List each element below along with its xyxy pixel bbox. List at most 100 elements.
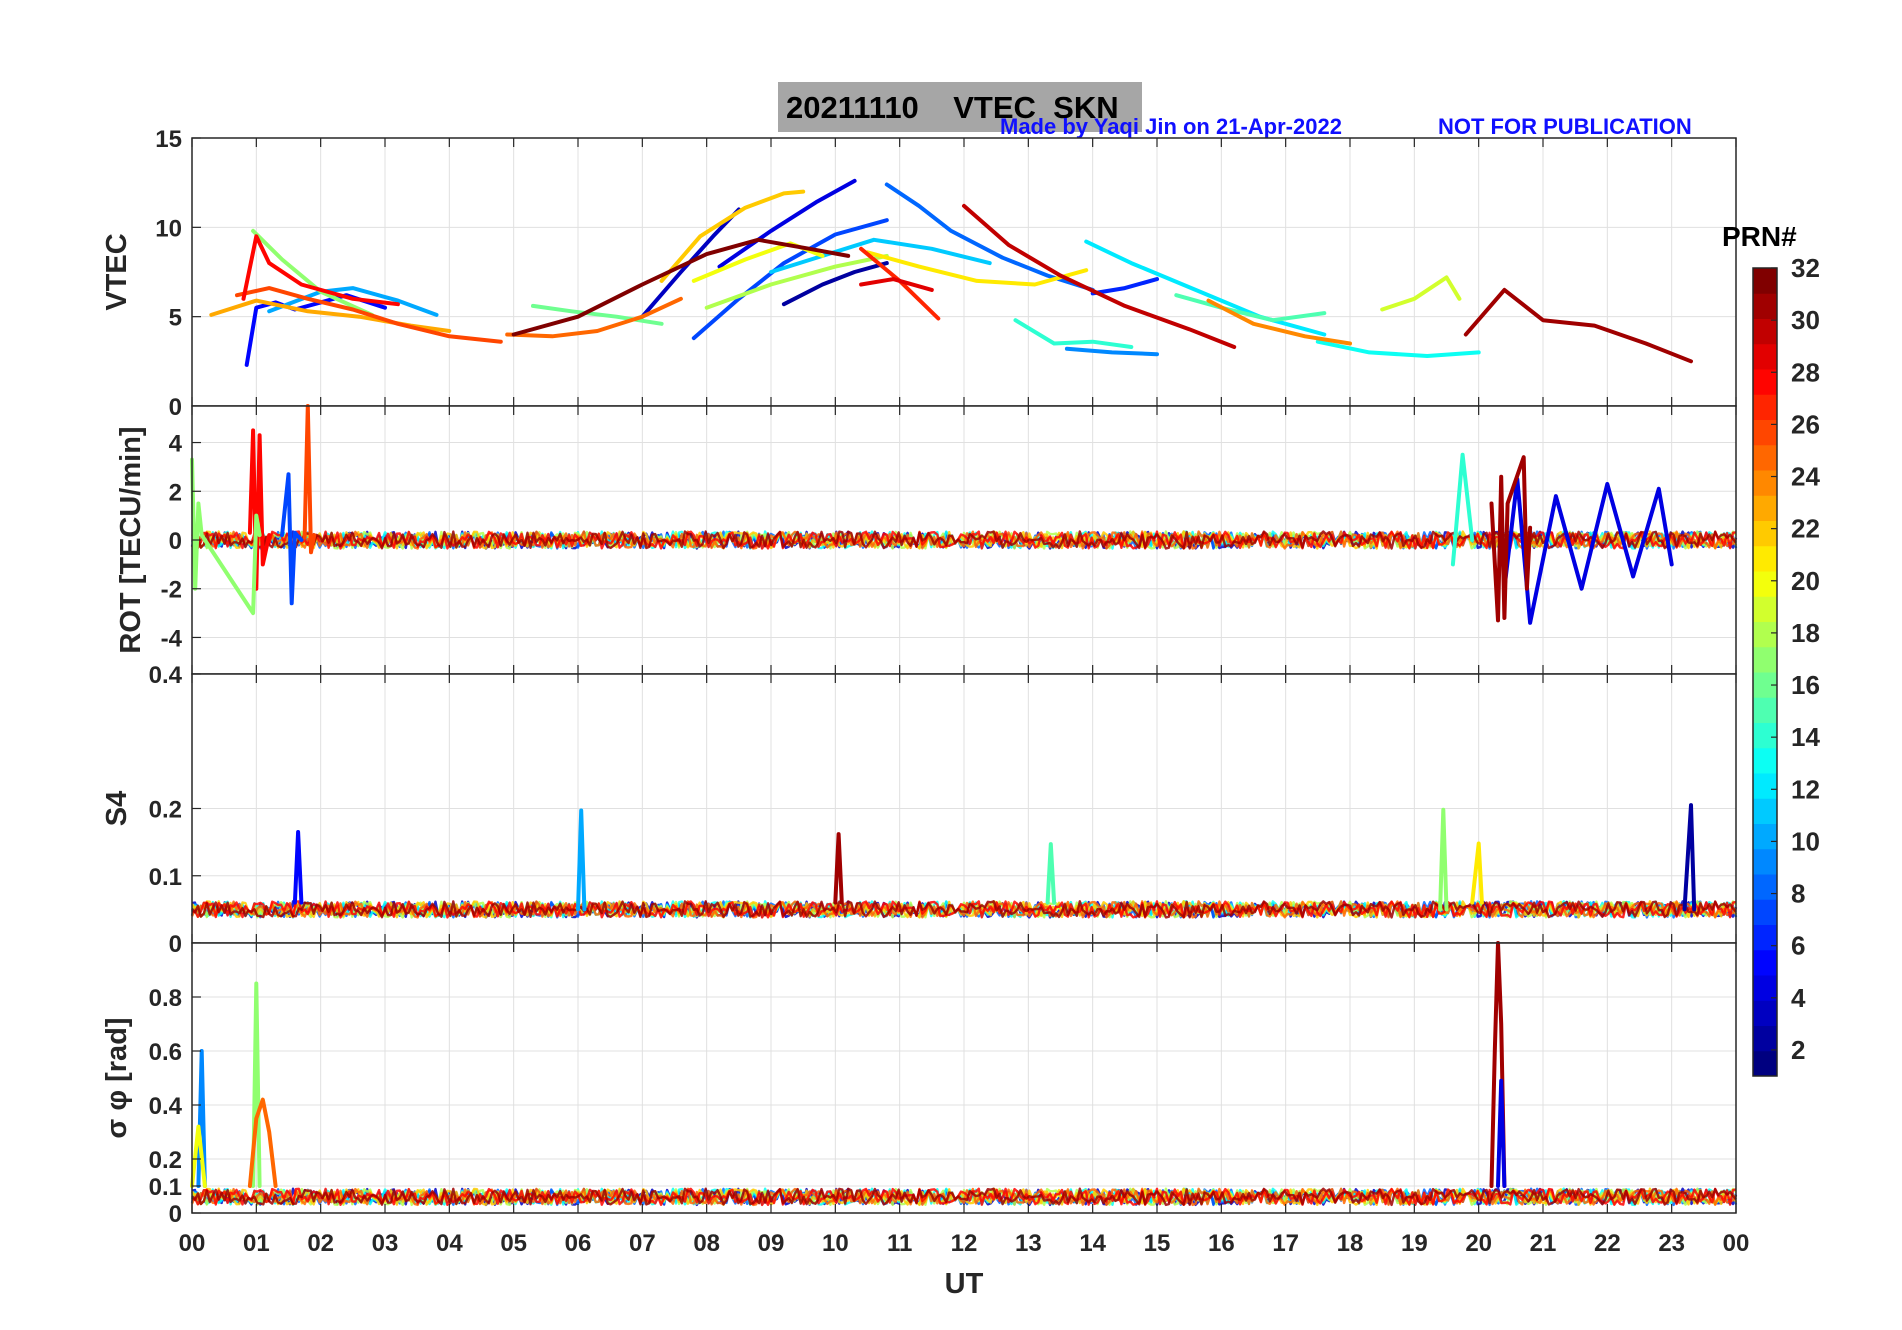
colorbar-swatch bbox=[1753, 697, 1777, 723]
series-line bbox=[1045, 842, 1057, 905]
x-tick-label: 13 bbox=[1015, 1230, 1042, 1257]
y-tick-label: -2 bbox=[161, 577, 182, 604]
y-tick-label: 0.4 bbox=[149, 1093, 183, 1120]
x-tick-label: 00 bbox=[1723, 1230, 1750, 1257]
colorbar-tick-label: 30 bbox=[1791, 305, 1820, 335]
colorbar-swatch bbox=[1753, 975, 1777, 1001]
series-line bbox=[1380, 275, 1462, 312]
chart-title: 20211110 VTEC SKN bbox=[786, 90, 1119, 125]
title-box bbox=[778, 82, 1142, 132]
colorbar-tick-label: 28 bbox=[1791, 357, 1820, 387]
y-tick-label: 0.8 bbox=[149, 985, 182, 1012]
colorbar-swatch bbox=[1753, 798, 1777, 824]
x-tick-label: 04 bbox=[436, 1230, 463, 1257]
y-tick-label: 0.1 bbox=[149, 864, 182, 891]
colorbar-tick-label: 22 bbox=[1791, 514, 1820, 544]
colorbar-tick-label: 10 bbox=[1791, 826, 1820, 856]
colorbar-swatch bbox=[1753, 520, 1777, 547]
series-line bbox=[1502, 477, 1674, 625]
y-tick-label: 5 bbox=[169, 305, 182, 332]
series-line bbox=[292, 830, 304, 905]
x-tick-label: 11 bbox=[887, 1230, 912, 1257]
y-tick-label: 15 bbox=[155, 126, 182, 153]
colorbar-tick-label: 14 bbox=[1791, 722, 1820, 752]
x-tick-label: 08 bbox=[693, 1230, 720, 1257]
colorbar-swatch bbox=[1753, 596, 1777, 622]
x-tick-label: 02 bbox=[307, 1230, 334, 1257]
x-tick-label: 09 bbox=[758, 1230, 785, 1257]
colorbar-swatch bbox=[1753, 369, 1777, 395]
x-tick-label: 20 bbox=[1465, 1230, 1492, 1257]
colorbar-swatch bbox=[1753, 318, 1777, 345]
x-tick-label: 01 bbox=[243, 1230, 270, 1257]
series-line bbox=[859, 277, 934, 292]
series-line bbox=[717, 178, 857, 269]
colorbar-tick-label: 12 bbox=[1791, 774, 1820, 804]
credit-text: Made by Yaqi Jin on 21-Apr-2022 bbox=[1000, 114, 1342, 139]
colorbar-swatch bbox=[1753, 293, 1777, 319]
series-line bbox=[247, 428, 272, 591]
series-line bbox=[190, 1124, 207, 1188]
series-line bbox=[691, 218, 889, 341]
series-line bbox=[302, 404, 317, 555]
x-tick-label: 06 bbox=[565, 1230, 592, 1257]
y-tick-label: 0 bbox=[169, 528, 182, 555]
series-line bbox=[235, 286, 503, 344]
noise-trace bbox=[191, 530, 1738, 550]
noise-trace bbox=[191, 900, 1737, 919]
series-line bbox=[1206, 298, 1352, 346]
colorbar-swatch bbox=[1753, 394, 1777, 420]
noise-trace bbox=[190, 530, 1738, 550]
x-tick-label: 12 bbox=[951, 1230, 978, 1257]
y-tick-label: 0.6 bbox=[149, 1039, 182, 1066]
series-line bbox=[1450, 452, 1475, 567]
panel-sigma_phi: 00.10.2 0.4 0.6 0.8 σ φ [rad] bbox=[101, 941, 1738, 1228]
y-tick-label: 0.2 bbox=[149, 797, 182, 824]
noise-trace bbox=[190, 1187, 1738, 1207]
x-tick-label: 18 bbox=[1337, 1230, 1364, 1257]
y-tick-label: 0.2 bbox=[149, 1147, 182, 1174]
panel-vtec: 0 5 10 15 VTEC bbox=[101, 126, 1737, 421]
colorbar-swatch bbox=[1753, 646, 1777, 673]
colorbar-tick-label: 32 bbox=[1791, 253, 1820, 283]
colorbar-swatch bbox=[1753, 1025, 1777, 1052]
colorbar-swatch bbox=[1753, 722, 1777, 749]
y-tick-label: 0.4 bbox=[149, 662, 183, 689]
y-tick-label: 4 bbox=[169, 431, 183, 458]
publication-notice: NOT FOR PUBLICATION bbox=[1438, 114, 1692, 139]
series-line bbox=[833, 832, 844, 905]
series-line bbox=[1463, 287, 1693, 364]
colorbar-swatch bbox=[1753, 1050, 1777, 1077]
panel-rot: -4 -2 0 2 4 ROT [TECU/min] bbox=[115, 404, 1738, 675]
y-tick-label: 0.1 bbox=[149, 1174, 182, 1201]
colorbar-swatch bbox=[1753, 545, 1777, 572]
x-tick-label: 00 bbox=[179, 1230, 206, 1257]
x-tick-label: 14 bbox=[1079, 1230, 1106, 1257]
y-tick-label: 0 bbox=[169, 931, 182, 958]
series-line bbox=[1090, 277, 1159, 296]
noise-trace bbox=[191, 530, 1737, 550]
y-axis-label: S4 bbox=[101, 791, 133, 826]
series-line bbox=[659, 189, 806, 283]
series-line bbox=[1438, 807, 1449, 912]
colorbar-tick-label: 8 bbox=[1791, 879, 1805, 909]
x-axis: 00 01 02 03 04 05 06 07 08 09 10 11 12 13 14 15 16 17 18 19… bbox=[179, 1230, 1750, 1300]
x-tick-label: 21 bbox=[1530, 1230, 1557, 1257]
colorbar-swatch bbox=[1753, 899, 1777, 925]
noise-trace bbox=[191, 1187, 1737, 1207]
x-tick-label: 17 bbox=[1272, 1230, 1299, 1257]
series-line bbox=[1496, 1078, 1507, 1188]
colorbar-tick-label: 2 bbox=[1791, 1035, 1805, 1065]
x-tick-label: 05 bbox=[500, 1230, 527, 1257]
colorbar-swatch bbox=[1753, 773, 1777, 799]
x-axis-label: UT bbox=[945, 1268, 984, 1300]
x-tick-label: 03 bbox=[372, 1230, 399, 1257]
colorbar-swatch bbox=[1753, 621, 1777, 648]
series-line bbox=[704, 253, 889, 310]
colorbar-swatch bbox=[1753, 268, 1777, 294]
panel-s4: 0 0.1 0.2 0.4 S4 bbox=[101, 662, 1738, 958]
series-line bbox=[1315, 339, 1481, 358]
